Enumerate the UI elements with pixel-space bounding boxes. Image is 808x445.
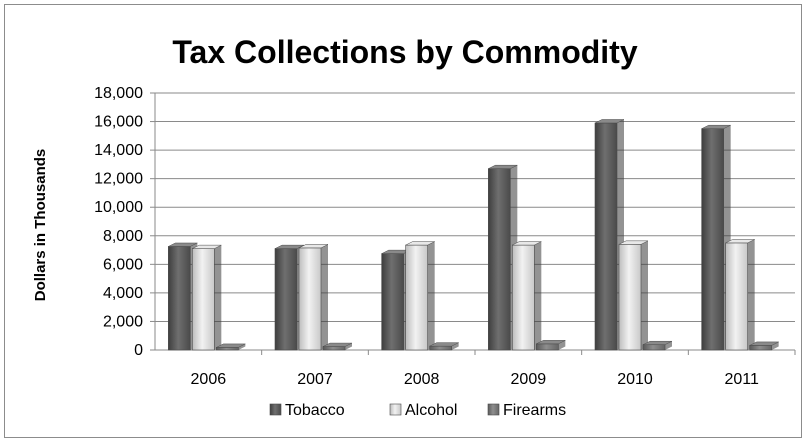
bar-top	[405, 241, 435, 246]
bar-front	[322, 346, 346, 351]
legend-swatch	[269, 403, 282, 416]
bar-side	[747, 239, 755, 350]
legend-item-tobacco: Tobacco	[269, 402, 345, 419]
bar-top	[701, 124, 731, 129]
bar-chart: Tax Collections by Commodity Dollars in …	[32, 34, 796, 419]
legend-label: Alcohol	[405, 402, 457, 419]
bar-firearms-2010	[642, 340, 673, 351]
bar-side	[665, 341, 672, 350]
legend-swatch	[487, 403, 500, 416]
bar-firearms-2009	[536, 340, 566, 351]
bar-side	[771, 341, 779, 350]
legend-swatch	[389, 403, 402, 416]
bar-front	[429, 345, 452, 351]
bar-side	[321, 244, 328, 350]
bars	[168, 119, 779, 351]
bar-top	[168, 242, 198, 247]
bar-front	[488, 168, 511, 351]
bar-side	[534, 241, 542, 350]
bar-top	[618, 240, 649, 245]
bar-firearms-2011	[749, 341, 779, 351]
bar-front	[594, 122, 618, 351]
bar-top	[216, 343, 246, 348]
bar-alcohol-2010	[618, 240, 649, 351]
bar-side	[451, 342, 459, 350]
bar-firearms-2006	[216, 343, 246, 351]
bar-top	[274, 244, 305, 249]
bar-side	[427, 241, 435, 350]
bar-front	[192, 248, 215, 351]
y-tick-label: 8,000	[103, 228, 143, 245]
bar-front	[749, 345, 772, 351]
y-tick-labels: 0 2,000 4,000 6,000 8,000 10,000 12,000 14,000 1…	[94, 85, 143, 359]
legend-item-firearms: Firearms	[487, 402, 566, 419]
bar-top	[192, 244, 222, 249]
y-tick-label: 4,000	[103, 285, 143, 302]
bar-firearms-2007	[322, 342, 353, 351]
bar-alcohol-2008	[405, 241, 435, 351]
y-tick-label: 2,000	[103, 313, 143, 330]
bar-front	[405, 244, 428, 351]
bar-top	[725, 239, 755, 244]
bar-top	[298, 244, 329, 249]
bar-top	[488, 164, 518, 169]
chart-title: Tax Collections by Commodity	[172, 34, 637, 70]
bar-alcohol-2006	[192, 244, 222, 351]
bar-alcohol-2007	[298, 244, 329, 351]
y-tick-label: 0	[134, 342, 143, 359]
legend-label: Firearms	[503, 402, 566, 419]
legend-label: Tobacco	[285, 402, 345, 419]
x-tick-label: 2009	[511, 371, 547, 388]
bar-front	[298, 247, 322, 351]
bar-front	[381, 253, 404, 351]
bar-alcohol-2011	[725, 239, 755, 351]
y-axis-label: Dollars in Thousands	[32, 149, 49, 302]
bar-front	[512, 244, 535, 351]
x-tick-label: 2007	[297, 371, 333, 388]
bar-top	[429, 342, 459, 347]
bar-top	[749, 341, 779, 346]
bar-alcohol-2009	[512, 241, 542, 351]
bar-front	[216, 347, 239, 351]
bar-firearms-2008	[429, 342, 459, 351]
bar-front	[618, 244, 642, 351]
y-tick-label: 10,000	[94, 199, 143, 216]
bar-front	[701, 128, 724, 351]
y-tick-label: 6,000	[103, 256, 143, 273]
bar-top	[536, 340, 566, 345]
bar-front	[274, 248, 298, 351]
bar-top	[594, 119, 625, 124]
x-tick-label: 2011	[724, 371, 759, 388]
bar-front	[536, 343, 559, 351]
bar-side	[214, 245, 222, 350]
y-tick-label: 18,000	[94, 85, 143, 102]
bar-front	[725, 242, 748, 351]
x-tick-label: 2006	[191, 371, 227, 388]
y-tick-label: 14,000	[94, 142, 143, 159]
bar-front	[168, 246, 191, 351]
bar-top	[322, 342, 353, 347]
gridlines	[155, 92, 795, 322]
bar-side	[641, 240, 648, 350]
bar-front	[642, 344, 666, 351]
bar-top	[512, 241, 542, 246]
y-tick-label: 16,000	[94, 114, 143, 131]
bar-side	[238, 343, 246, 350]
axes	[150, 92, 796, 355]
bar-side	[345, 343, 352, 350]
bar-side	[558, 340, 566, 350]
x-tick-labels: 2006 2007 2008 2009 2010 2011	[191, 371, 759, 388]
legend-item-alcohol: Alcohol	[389, 402, 457, 419]
x-tick-label: 2010	[617, 371, 653, 388]
bar-top	[642, 340, 673, 345]
x-tick-label: 2008	[404, 371, 440, 388]
legend: Tobacco Alcohol Firearms	[269, 402, 566, 419]
chart-frame: Tax Collections by Commodity Dollars in …	[4, 4, 802, 438]
y-tick-label: 12,000	[94, 171, 143, 188]
